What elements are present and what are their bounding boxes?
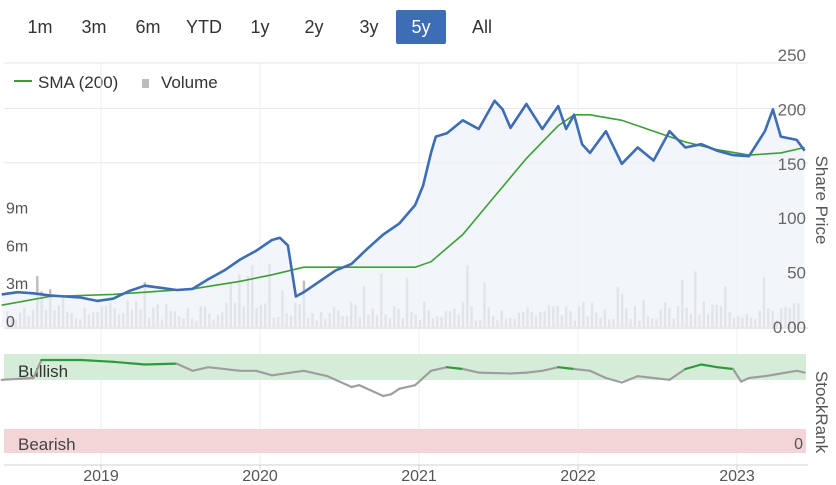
sma-legend-label[interactable]: SMA (200) — [38, 73, 118, 92]
bullish-label: Bullish — [18, 362, 68, 381]
volume-tick-label: 0 — [6, 314, 15, 331]
stockrank-segment — [684, 363, 703, 371]
stockrank-segment — [525, 369, 544, 374]
volume-tick-label: 6m — [6, 238, 28, 255]
stockrank-segment — [572, 367, 592, 372]
x-tick-label: 2020 — [242, 468, 278, 485]
stockrank-tick-label: 0 — [794, 436, 803, 453]
stockrank-segment — [716, 366, 735, 371]
share-price-axis-title: Share Price — [812, 156, 831, 245]
price-tick-label: 200 — [778, 100, 806, 119]
stockrank-segment — [604, 376, 623, 384]
stockrank-segment — [477, 371, 512, 375]
stockrank-segment — [80, 358, 115, 363]
stockrank-segment — [636, 375, 655, 380]
stockrank-segment — [541, 366, 560, 372]
share-price-line — [1, 99, 806, 303]
range-button-ytd[interactable]: YTD — [186, 17, 222, 37]
x-tick-label: 2023 — [719, 468, 755, 485]
stockrank-segment — [191, 366, 210, 372]
stockrank-segment — [700, 363, 719, 369]
stockrank-segment — [739, 376, 751, 383]
sma-200-line — [1, 114, 805, 306]
bullish-band — [4, 354, 806, 380]
volume-tick-label: 3m — [6, 276, 28, 293]
stockrank-segment — [445, 366, 464, 371]
price-tick-label: 100 — [778, 209, 806, 228]
range-button-all[interactable]: All — [471, 17, 492, 37]
x-tick-label: 2021 — [401, 468, 437, 485]
stockrank-segment — [747, 375, 767, 380]
bearish-band — [4, 429, 806, 453]
range-button-5y[interactable]: 5y — [396, 10, 446, 44]
stockrank-segment — [390, 387, 401, 396]
stockrank-segment — [32, 358, 43, 380]
stockrank-segment — [429, 366, 448, 372]
price-tick-label: 0.00 — [773, 318, 806, 337]
stockrank-segment — [255, 369, 274, 377]
price-tick-label: 150 — [778, 155, 806, 174]
legend[interactable]: SMA (200) Volume — [14, 73, 218, 92]
volume-legend-label[interactable]: Volume — [161, 73, 218, 92]
stockrank-segment — [382, 393, 393, 398]
stockrank-segment — [0, 376, 35, 381]
price-tick-label: 50 — [787, 264, 806, 283]
stockrank-segment — [326, 375, 353, 389]
stockrank-segment — [763, 372, 782, 378]
stockrank-segment — [414, 369, 433, 387]
stockrank-segment — [398, 384, 417, 390]
bearish-label: Bearish — [18, 435, 76, 454]
price-tick-label: 250 — [778, 46, 806, 65]
stockrank-segment — [588, 369, 608, 380]
stockrank-segment — [358, 384, 385, 398]
range-button-2y[interactable]: 2y — [304, 17, 324, 37]
stockrank-segment — [509, 371, 528, 375]
range-button-3y[interactable]: 3y — [359, 17, 379, 37]
stockrank-segment — [731, 367, 743, 383]
stockrank-segment — [270, 369, 305, 377]
stockrank-segment — [557, 366, 576, 371]
range-selector: 1m 3m 6m YTD 1y 2y 3y 5y All — [14, 10, 512, 44]
stockrank-segment — [175, 362, 194, 372]
volume-legend-swatch — [142, 79, 149, 88]
range-button-1m[interactable]: 1m — [27, 17, 53, 37]
stockrank-segment — [207, 366, 242, 372]
stockrank-segment — [111, 360, 146, 366]
range-button-6m[interactable]: 6m — [135, 17, 161, 37]
stockrank-segment — [795, 369, 806, 374]
x-tick-label: 2022 — [560, 468, 596, 485]
stockrank-segment — [461, 367, 480, 374]
stockrank-segment — [620, 375, 639, 384]
stockrank-segment — [302, 369, 329, 378]
stockrank-axis-title: StockRank — [812, 371, 831, 454]
volume-tick-label: 9m — [6, 201, 28, 218]
range-button-1y[interactable]: 1y — [250, 17, 270, 37]
range-button-3m[interactable]: 3m — [81, 17, 107, 37]
stockrank-segment — [668, 367, 687, 381]
stockrank-segment — [350, 384, 361, 389]
stockrank-segment — [779, 369, 798, 375]
price-area-fill — [1, 100, 805, 327]
x-tick-label: 2019 — [83, 468, 119, 485]
stockrank-segment — [143, 362, 178, 366]
stockrank-segment — [652, 376, 671, 381]
